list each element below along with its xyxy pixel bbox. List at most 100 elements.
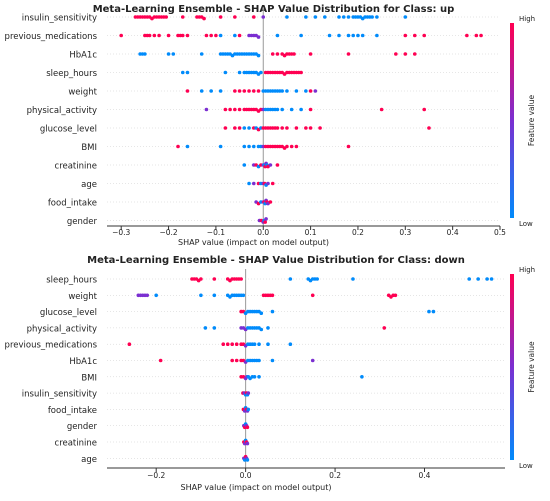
shap-point: [476, 277, 480, 281]
shap-point: [257, 342, 261, 347]
shap-point: [310, 293, 315, 298]
shap-point: [370, 15, 374, 19]
shap-point: [185, 70, 190, 75]
shap-point: [280, 107, 284, 112]
shap-point: [180, 33, 185, 38]
shap-point: [199, 293, 203, 298]
shap-point: [270, 293, 275, 298]
feature-label: food_intake: [48, 406, 97, 416]
shap-point: [393, 293, 398, 298]
shap-point: [143, 52, 147, 56]
shap-point: [289, 107, 294, 112]
shap-point: [382, 326, 387, 330]
shap-point: [242, 144, 247, 149]
feature-label: previous_medications: [5, 32, 98, 42]
feature-label: insulin_sensitivity: [22, 14, 97, 24]
shap-point: [308, 126, 313, 130]
feature-label: age: [81, 180, 97, 190]
shap-point: [147, 33, 152, 38]
shap-point: [256, 35, 261, 39]
shap-point: [199, 277, 203, 281]
colorbar: [510, 23, 514, 218]
x-tick-label: −0.1: [207, 228, 225, 237]
shap-point: [275, 52, 280, 56]
shap-point: [237, 126, 242, 130]
shap-point: [360, 33, 365, 38]
x-tick-label: 0.4: [447, 228, 459, 237]
shap-point: [304, 126, 308, 130]
shap-point: [251, 181, 256, 186]
shap-point: [214, 33, 218, 38]
colorbar-title: Feature value: [527, 341, 536, 393]
shap-point: [285, 126, 289, 130]
shap-point: [245, 441, 250, 446]
shap-point: [233, 33, 237, 38]
shap-point: [280, 126, 284, 130]
shap-point: [485, 277, 489, 281]
colorbar: [510, 274, 514, 460]
feature-label: creatinine: [55, 439, 97, 449]
colorbar-high-label: High: [519, 15, 535, 23]
feature-label: sleep_hours: [46, 69, 97, 79]
shap-point: [212, 326, 217, 330]
x-tick-label: 0.2: [352, 228, 364, 237]
shap-point: [180, 15, 185, 19]
shap-point: [223, 107, 228, 112]
shap-point: [251, 89, 256, 93]
shap-point: [337, 33, 341, 38]
shap-point: [202, 16, 206, 21]
shap-point: [230, 358, 235, 363]
shap-point: [379, 107, 384, 112]
shap-point: [245, 458, 250, 462]
shap-point: [467, 277, 472, 281]
shap-point: [119, 33, 123, 38]
feature-label: BMI: [81, 143, 97, 153]
shap-point: [212, 277, 217, 281]
shap-point: [479, 33, 483, 38]
shap-point: [246, 407, 251, 412]
shap-point: [145, 293, 150, 298]
shap-point: [356, 33, 360, 38]
shap-point: [308, 89, 313, 93]
shap-point: [288, 277, 293, 281]
shap-point: [233, 107, 237, 112]
shap-point: [394, 52, 398, 56]
shap-point: [351, 277, 355, 281]
shap-point: [259, 70, 263, 75]
shap-point: [294, 126, 299, 130]
shap-point: [251, 15, 256, 19]
shap-point: [199, 52, 204, 56]
shap-point: [275, 33, 280, 38]
shap-point: [218, 33, 223, 38]
shap-point: [256, 53, 261, 58]
shap-point: [360, 375, 364, 379]
x-tick-label: −0.3: [112, 228, 130, 237]
x-tick-label: −0.2: [147, 471, 165, 480]
shap-point: [270, 52, 275, 56]
shap-point: [218, 89, 223, 93]
shap-point: [185, 144, 190, 149]
shap-point: [266, 342, 270, 347]
shap-point: [247, 89, 251, 93]
shap-point: [209, 33, 213, 38]
feature-label: gender: [67, 422, 98, 432]
shap-point: [237, 70, 242, 75]
shap-point: [176, 144, 180, 149]
shap-point: [341, 15, 346, 19]
shap-point: [412, 52, 417, 56]
shap-point: [264, 217, 268, 221]
shap-point: [280, 89, 284, 93]
shap-point: [422, 107, 427, 112]
shap-point: [318, 126, 322, 130]
shap-point: [346, 33, 351, 38]
shap-point: [228, 107, 232, 112]
shap-point: [257, 375, 261, 379]
feature-label: previous_medications: [5, 341, 98, 351]
shap-point: [263, 220, 267, 224]
shap-point: [292, 52, 296, 56]
shap-point: [270, 181, 275, 186]
x-tick-label: 0.5: [494, 228, 506, 237]
shap-point: [288, 342, 293, 347]
feature-label: sleep_hours: [46, 276, 97, 286]
